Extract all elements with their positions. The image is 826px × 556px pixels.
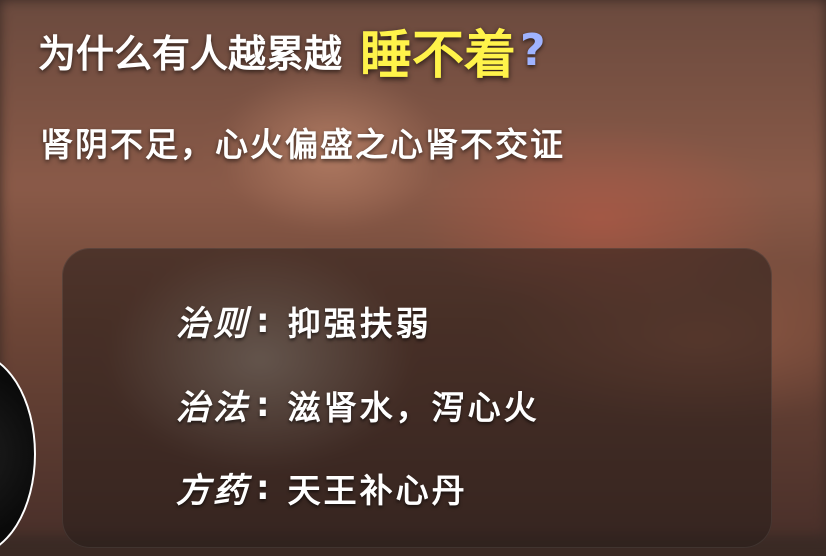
row-value: 滋肾水，泻心火 — [287, 387, 540, 427]
prescription-row: 方药 : 天王补心丹 — [176, 463, 468, 512]
treatment-method-row: 治法 : 滋肾水，泻心火 — [176, 380, 540, 429]
row-colon: : — [256, 384, 270, 425]
row-colon: : — [256, 300, 270, 341]
treatment-principle-row: 治则 : 抑强扶弱 — [176, 296, 432, 345]
row-value: 天王补心丹 — [287, 470, 468, 510]
headline: 为什么有人越累越 睡不着 ? — [38, 14, 546, 86]
info-card — [62, 248, 772, 548]
row-value: 抑强扶弱 — [287, 303, 432, 343]
row-label: 治则 — [176, 304, 250, 344]
question-mark: ? — [520, 24, 546, 76]
row-label: 方药 — [176, 471, 250, 511]
row-label: 治法 — [176, 388, 250, 428]
subtitle: 肾阴不足，心火偏盛之心肾不交证 — [40, 125, 565, 164]
headline-prefix: 为什么有人越累越 — [38, 31, 343, 76]
headline-highlight: 睡不着 — [360, 25, 517, 86]
row-colon: : — [256, 467, 270, 508]
